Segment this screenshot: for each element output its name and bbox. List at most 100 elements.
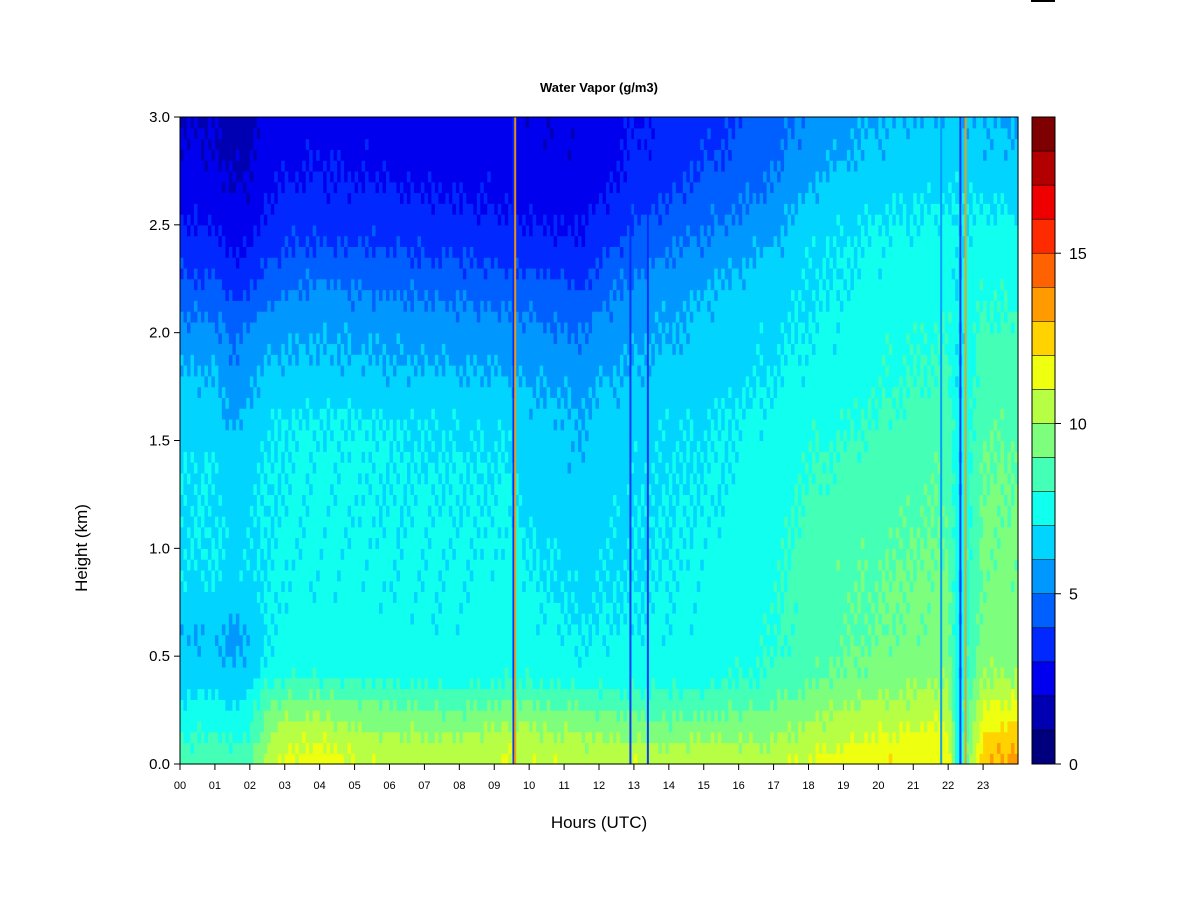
heatmap-cell bbox=[358, 645, 363, 657]
heatmap-cell bbox=[494, 613, 499, 625]
heatmap-cell bbox=[365, 666, 370, 679]
heatmap-cell bbox=[183, 634, 188, 646]
heatmap-cell bbox=[260, 623, 265, 636]
heatmap-cell bbox=[277, 645, 282, 657]
heatmap-cell bbox=[798, 548, 803, 560]
heatmap-cell bbox=[599, 677, 604, 690]
heatmap-cell bbox=[902, 623, 907, 636]
heatmap-cell bbox=[728, 699, 733, 711]
heatmap-cell bbox=[665, 666, 670, 679]
heatmap-cell bbox=[696, 688, 701, 700]
heatmap-cell bbox=[902, 720, 907, 733]
heatmap-cell bbox=[612, 699, 618, 711]
heatmap-cell bbox=[448, 731, 453, 744]
heatmap-cell bbox=[654, 688, 659, 700]
heatmap-cell bbox=[288, 537, 293, 549]
heatmap-cell bbox=[368, 656, 373, 668]
heatmap-cell bbox=[913, 699, 918, 711]
heatmap-cell bbox=[455, 634, 460, 646]
heatmap-cell bbox=[906, 613, 911, 625]
heatmap-cell bbox=[539, 569, 544, 582]
heatmap-cell bbox=[693, 753, 698, 765]
heatmap-cell bbox=[941, 677, 946, 690]
heatmap-cell bbox=[1004, 613, 1009, 625]
heatmap-cell bbox=[944, 602, 949, 614]
heatmap-cell bbox=[902, 580, 907, 593]
heatmap-cell bbox=[427, 731, 432, 744]
heatmap-cell bbox=[668, 753, 673, 765]
heatmap-cell bbox=[553, 742, 558, 754]
heatmap-cell bbox=[731, 677, 736, 690]
heatmap-cell bbox=[298, 699, 303, 711]
heatmap-cell bbox=[944, 742, 949, 754]
heatmap-cell bbox=[742, 666, 747, 679]
heatmap-cell bbox=[200, 602, 206, 614]
heatmap-cell bbox=[298, 537, 303, 549]
heatmap-cell bbox=[543, 753, 548, 765]
heatmap-cell bbox=[798, 753, 803, 765]
heatmap-cell bbox=[682, 613, 687, 625]
heatmap-cell bbox=[934, 731, 939, 744]
heatmap-cell bbox=[763, 710, 768, 722]
heatmap-cell bbox=[504, 559, 509, 571]
heatmap-cell bbox=[396, 677, 401, 690]
heatmap-cell bbox=[599, 623, 604, 636]
heatmap-cell bbox=[186, 645, 192, 657]
heatmap-cell bbox=[406, 548, 412, 560]
heatmap-cell bbox=[920, 613, 925, 625]
heatmap-cell bbox=[249, 591, 254, 603]
heatmap-cell bbox=[892, 623, 897, 636]
heatmap-cell bbox=[389, 731, 394, 744]
heatmap-cell bbox=[490, 645, 495, 657]
heatmap-cell bbox=[204, 602, 209, 614]
heatmap-cell bbox=[612, 666, 618, 679]
heatmap-cell bbox=[899, 688, 904, 700]
heatmap-cell bbox=[990, 731, 995, 744]
heatmap-cell bbox=[696, 623, 701, 636]
heatmap-cell bbox=[811, 613, 817, 625]
heatmap-cell bbox=[553, 710, 558, 722]
heatmap-cell bbox=[1014, 645, 1019, 657]
heatmap-cell bbox=[906, 710, 911, 722]
heatmap-cell bbox=[284, 537, 289, 549]
heatmap-cell bbox=[836, 537, 841, 549]
heatmap-cell bbox=[379, 613, 384, 625]
heatmap-cell bbox=[738, 666, 743, 679]
heatmap-cell bbox=[738, 753, 743, 765]
heatmap-cell bbox=[263, 742, 268, 754]
heatmap-cell bbox=[679, 731, 684, 744]
heatmap-cell bbox=[654, 623, 659, 636]
heatmap-cell bbox=[218, 677, 223, 690]
heatmap-cell bbox=[337, 645, 342, 657]
heatmap-cell bbox=[448, 634, 453, 646]
heatmap-cell bbox=[344, 753, 349, 765]
heatmap-cell bbox=[878, 613, 883, 625]
heatmap-cell bbox=[731, 559, 736, 571]
heatmap-cell bbox=[986, 548, 991, 560]
heatmap-cell bbox=[983, 645, 988, 657]
heatmap-cell bbox=[682, 656, 687, 668]
heatmap-cell bbox=[232, 666, 237, 679]
heatmap-cell bbox=[330, 720, 335, 733]
heatmap-cell bbox=[798, 742, 803, 754]
heatmap-cell bbox=[455, 613, 460, 625]
heatmap-cell bbox=[791, 537, 796, 549]
heatmap-cell bbox=[818, 699, 824, 711]
heatmap-cell bbox=[612, 591, 618, 603]
heatmap-cell bbox=[874, 634, 879, 646]
heatmap-cell bbox=[815, 720, 820, 733]
heatmap-cell bbox=[281, 699, 286, 711]
heatmap-cell bbox=[871, 559, 876, 571]
heatmap-cell bbox=[969, 699, 974, 711]
heatmap-cell bbox=[839, 559, 845, 571]
heatmap-cell bbox=[413, 623, 419, 636]
heatmap-cell bbox=[637, 634, 642, 646]
heatmap-cell bbox=[745, 580, 750, 593]
heatmap-cell bbox=[930, 591, 935, 603]
heatmap-cell bbox=[459, 666, 464, 679]
heatmap-cell bbox=[546, 688, 551, 700]
heatmap-cell bbox=[853, 569, 858, 582]
heatmap-cell bbox=[448, 580, 453, 593]
heatmap-cell bbox=[902, 731, 907, 744]
heatmap-cell bbox=[923, 634, 928, 646]
